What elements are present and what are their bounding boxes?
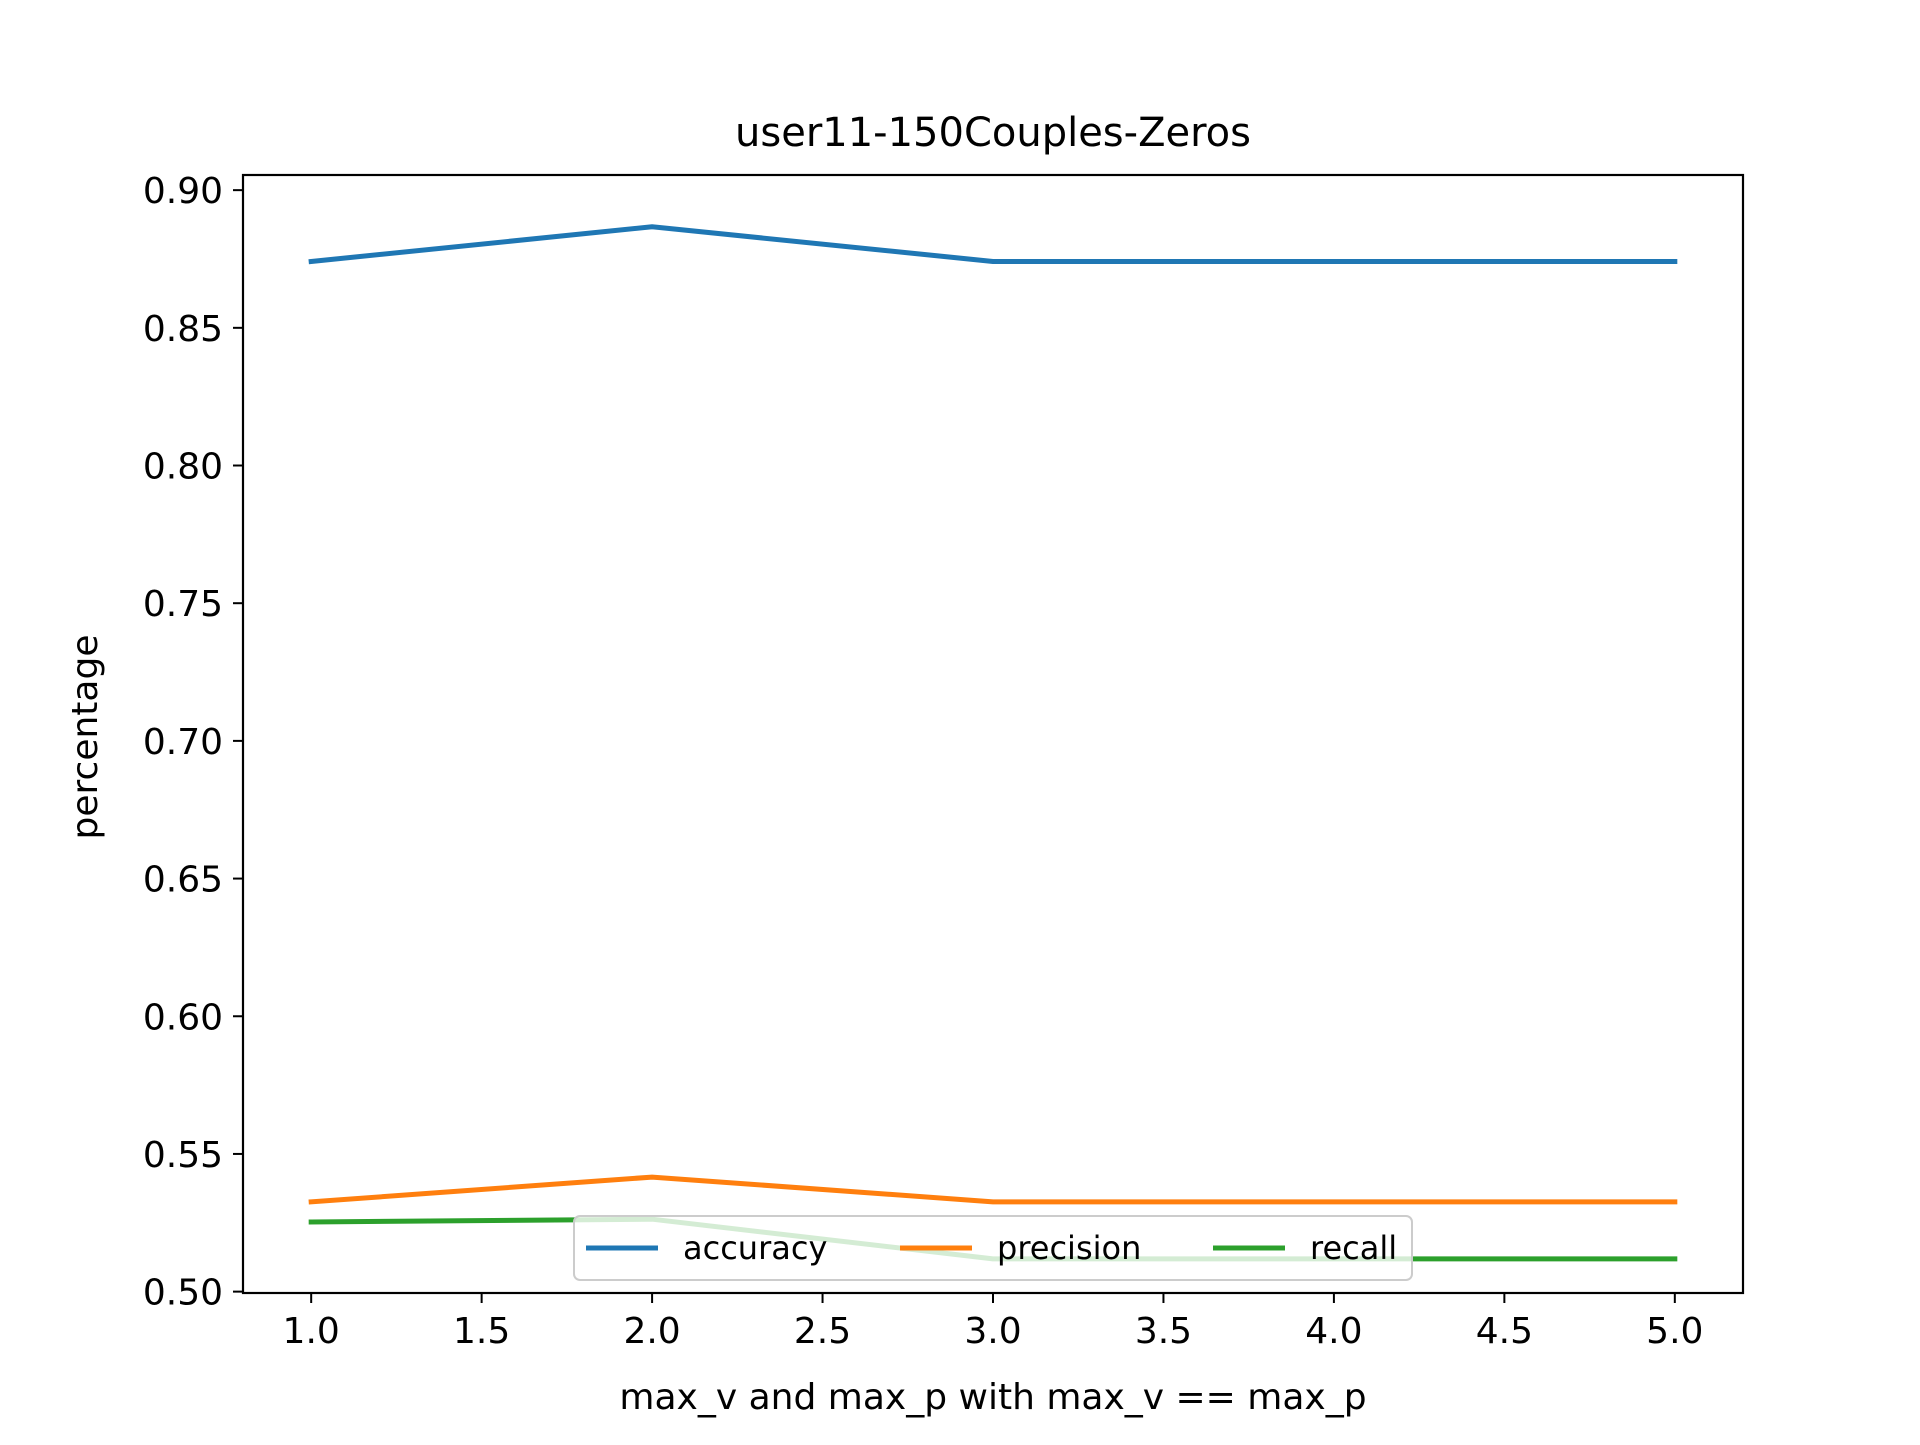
legend-frame <box>573 1215 1413 1281</box>
x-tick-label: 2.0 <box>623 1311 680 1352</box>
chart-title: user11-150Couples-Zeros <box>735 110 1251 156</box>
accuracy-line <box>308 224 1678 265</box>
x-tick-label: 2.5 <box>794 1311 851 1352</box>
y-tick-label: 0.85 <box>143 309 223 350</box>
x-tick-label: 1.5 <box>453 1311 510 1352</box>
y-tick-label: 0.55 <box>143 1135 223 1176</box>
series-accuracy <box>308 224 1678 265</box>
x-tick-label: 1.0 <box>283 1311 340 1352</box>
x-tick-label: 5.0 <box>1646 1311 1703 1352</box>
y-axis-label: percentage <box>65 635 106 840</box>
legend-entries: accuracy precision recall <box>586 1229 1397 1267</box>
plot-area: 1.0 1.5 2.0 2.5 3.0 3.5 4.0 4.5 5.0 0.50 0.55 0.60… <box>143 171 1745 1352</box>
x-axis-label: max_v and max_p with max_v == max_p <box>619 1377 1366 1418</box>
precision-line <box>308 1174 1678 1205</box>
x-tick-label: 4.0 <box>1305 1311 1362 1352</box>
legend-label-precision: precision <box>997 1229 1141 1267</box>
legend-entry-precision: precision <box>900 1229 1141 1267</box>
x-tick-label: 3.0 <box>964 1311 1021 1352</box>
plot-frame <box>243 175 1743 1293</box>
legend: accuracy precision recall <box>573 1215 1413 1281</box>
y-axis: 0.50 0.55 0.60 0.65 0.70 0.75 0.80 0.85 0.90 <box>143 171 243 1314</box>
plot-border <box>241 173 1745 1295</box>
x-tick-label: 4.5 <box>1476 1311 1533 1352</box>
y-tick-label: 0.65 <box>143 860 223 901</box>
x-axis: 1.0 1.5 2.0 2.5 3.0 3.5 4.0 4.5 5.0 <box>283 1293 1703 1352</box>
y-tick-label: 0.60 <box>143 997 223 1038</box>
legend-label-recall: recall <box>1310 1229 1397 1267</box>
legend-entry-accuracy: accuracy <box>586 1229 827 1267</box>
legend-entry-recall: recall <box>1213 1229 1397 1267</box>
y-tick-label: 0.70 <box>143 722 223 763</box>
y-tick-label: 0.80 <box>143 447 223 488</box>
legend-label-accuracy: accuracy <box>683 1229 827 1267</box>
y-tick-label: 0.90 <box>143 171 223 212</box>
y-tick-label: 0.75 <box>143 584 223 625</box>
y-tick-label: 0.50 <box>143 1273 223 1314</box>
series-precision <box>308 1174 1678 1205</box>
x-tick-label: 3.5 <box>1135 1311 1192 1352</box>
